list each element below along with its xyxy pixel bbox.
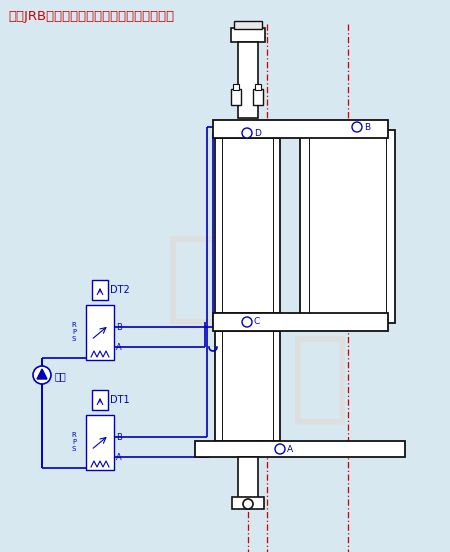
Text: R
P
S: R P S xyxy=(72,322,76,342)
Text: B: B xyxy=(116,433,122,442)
Text: B: B xyxy=(364,123,370,131)
Bar xyxy=(238,42,258,118)
Circle shape xyxy=(242,128,252,138)
Text: DT1: DT1 xyxy=(110,395,130,405)
Text: DT2: DT2 xyxy=(110,285,130,295)
Circle shape xyxy=(242,317,252,327)
Bar xyxy=(232,497,264,509)
Bar xyxy=(215,331,280,441)
Text: 容: 容 xyxy=(290,332,350,428)
Text: A: A xyxy=(116,453,122,461)
Bar xyxy=(195,441,405,457)
Text: C: C xyxy=(254,317,260,326)
Polygon shape xyxy=(37,369,47,379)
Bar xyxy=(234,21,262,29)
Text: B: B xyxy=(116,322,122,332)
Bar xyxy=(231,89,241,105)
Bar xyxy=(300,130,395,323)
Circle shape xyxy=(33,366,51,384)
Text: 气源: 气源 xyxy=(55,371,67,381)
Bar xyxy=(86,305,114,360)
Text: A: A xyxy=(116,342,122,352)
Circle shape xyxy=(275,444,285,454)
Bar xyxy=(215,138,280,313)
Bar xyxy=(253,89,263,105)
Text: D: D xyxy=(254,129,261,137)
Bar xyxy=(233,84,239,90)
Bar xyxy=(231,28,265,42)
Circle shape xyxy=(243,499,253,509)
Bar xyxy=(92,280,108,300)
Text: 玖容JRB力行程可调型气液增压缸气路连接图: 玖容JRB力行程可调型气液增压缸气路连接图 xyxy=(8,10,174,23)
Text: 玖: 玖 xyxy=(165,231,225,328)
Bar xyxy=(92,390,108,410)
Bar xyxy=(255,84,261,90)
Text: R
P
S: R P S xyxy=(72,432,76,452)
Circle shape xyxy=(352,122,362,132)
Bar xyxy=(213,120,388,138)
Bar xyxy=(213,313,388,331)
Bar xyxy=(238,457,258,498)
Bar xyxy=(86,415,114,470)
Text: A: A xyxy=(287,444,293,454)
